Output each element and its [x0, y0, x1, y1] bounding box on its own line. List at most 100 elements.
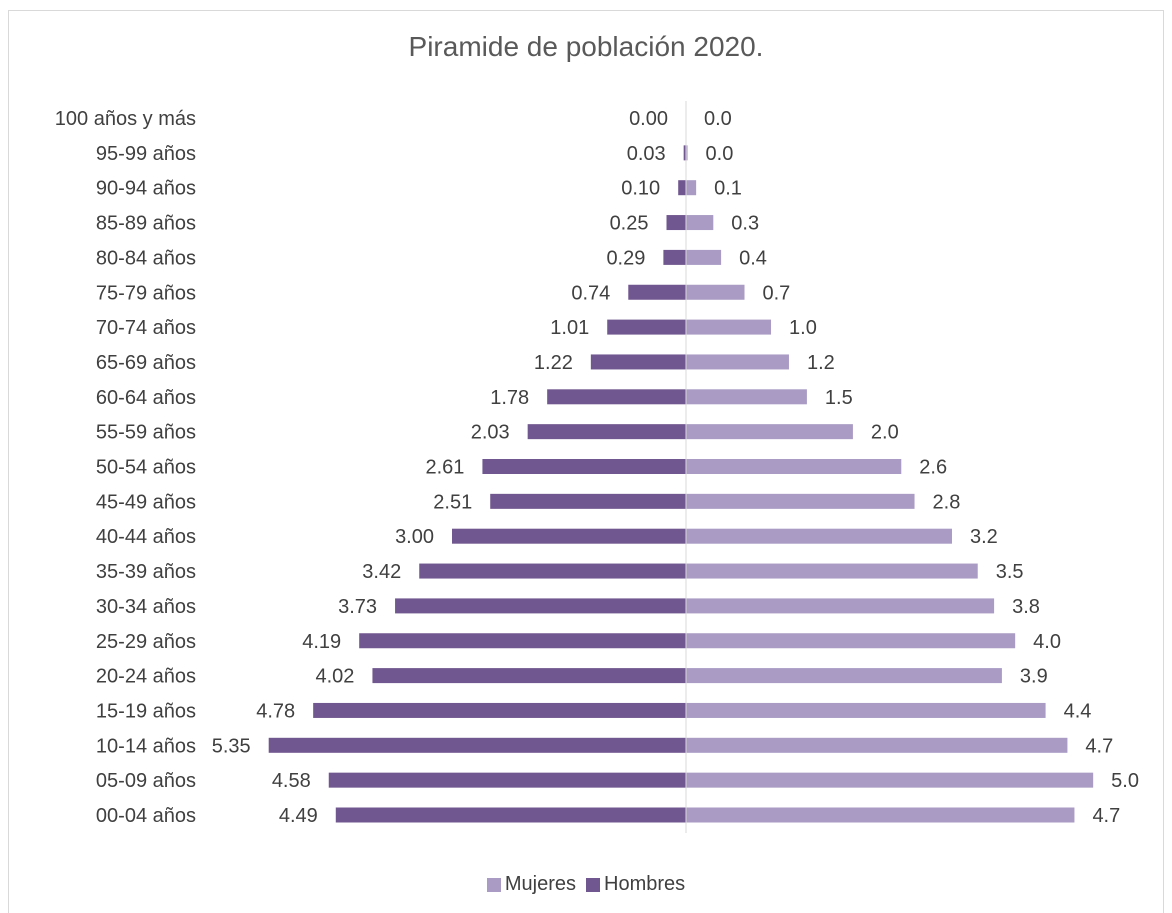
category-label: 45-49 años: [96, 491, 196, 513]
category-label: 65-69 años: [96, 352, 196, 374]
data-label-mujeres: 2.6: [919, 457, 947, 479]
bar-mujeres: [686, 284, 745, 300]
bar-mujeres: [686, 249, 722, 265]
bar-mujeres: [686, 633, 1016, 649]
category-label: 60-64 años: [96, 387, 196, 409]
category-label: 15-19 años: [96, 700, 196, 722]
data-label-mujeres: 3.5: [996, 561, 1024, 583]
bar-hombres: [268, 737, 686, 753]
data-label-hombres: 0.03: [627, 143, 666, 165]
bar-mujeres: [686, 668, 1002, 684]
data-label-hombres: 1.78: [490, 387, 529, 409]
bar-mujeres: [686, 772, 1094, 788]
data-label-mujeres: 0.0: [706, 143, 734, 165]
data-label-hombres: 4.19: [302, 631, 341, 653]
bar-hombres: [490, 493, 686, 509]
bar-mujeres: [686, 702, 1046, 718]
legend-swatch-hombres: [586, 877, 600, 892]
data-label-mujeres: 0.7: [763, 282, 791, 304]
data-label-hombres: 2.51: [433, 491, 472, 513]
bar-hombres: [678, 180, 686, 196]
data-label-mujeres: 0.4: [739, 247, 767, 269]
bar-hombres: [683, 145, 686, 161]
legend-label-mujeres: Mujeres: [504, 873, 576, 895]
bar-hombres: [482, 459, 686, 474]
bar-mujeres: [686, 528, 952, 544]
bar-mujeres: [686, 807, 1075, 823]
data-label-mujeres: 4.7: [1092, 805, 1120, 827]
data-label-mujeres: 3.9: [1020, 666, 1048, 688]
data-label-mujeres: 0.3: [731, 213, 759, 235]
category-label: 10-14 años: [96, 735, 196, 757]
bar-mujeres: [686, 493, 915, 509]
bar-hombres: [313, 702, 686, 718]
category-label: 35-39 años: [96, 561, 196, 583]
category-label: 55-59 años: [96, 422, 196, 444]
category-label: 75-79 años: [96, 282, 196, 304]
bar-hombres: [335, 807, 686, 823]
chart-legend: Mujeres Hombres: [0, 873, 1172, 896]
category-label: 00-04 años: [96, 805, 196, 827]
data-label-hombres: 2.61: [425, 457, 464, 479]
bar-hombres: [590, 354, 686, 370]
bar-hombres: [527, 424, 686, 440]
data-label-hombres: 4.02: [316, 666, 355, 688]
data-label-hombres: 2.03: [471, 422, 510, 444]
category-label: 50-54 años: [96, 457, 196, 479]
data-label-hombres: 0.10: [621, 178, 660, 200]
data-label-mujeres: 2.0: [871, 422, 899, 444]
category-label: 90-94 años: [96, 178, 196, 200]
bar-hombres: [547, 389, 686, 405]
category-label: 25-29 años: [96, 631, 196, 653]
bar-hombres: [359, 633, 686, 649]
data-label-hombres: 0.74: [571, 282, 610, 304]
category-label: 100 años y más: [55, 108, 196, 130]
bar-mujeres: [686, 389, 807, 405]
legend-swatch-mujeres: [486, 877, 501, 892]
legend-label-hombres: Hombres: [604, 873, 686, 895]
category-label: 80-84 años: [96, 247, 196, 269]
data-label-mujeres: 0.0: [704, 108, 732, 130]
category-label: 70-74 años: [96, 317, 196, 339]
data-label-hombres: 1.22: [534, 352, 573, 374]
data-label-hombres: 4.49: [279, 805, 318, 827]
data-label-hombres: 4.58: [272, 770, 311, 792]
data-label-hombres: 0.29: [606, 247, 645, 269]
bar-mujeres: [686, 737, 1068, 753]
data-label-mujeres: 1.2: [807, 352, 835, 374]
data-label-hombres: 3.42: [362, 561, 401, 583]
category-label: 85-89 años: [96, 213, 196, 235]
data-label-hombres: 5.35: [212, 735, 251, 757]
data-label-mujeres: 3.8: [1012, 596, 1040, 618]
category-label: 20-24 años: [96, 666, 196, 688]
data-label-hombres: 0.25: [610, 213, 649, 235]
bar-hombres: [663, 249, 686, 265]
data-label-mujeres: 4.7: [1085, 735, 1113, 757]
bar-mujeres: [686, 180, 697, 196]
data-label-mujeres: 3.2: [970, 526, 998, 548]
legend-item-mujeres: Mujeres: [486, 873, 576, 896]
legend-item-hombres: Hombres: [586, 873, 685, 896]
bar-hombres: [419, 563, 686, 579]
bar-mujeres: [686, 319, 772, 335]
bar-hombres: [666, 215, 686, 231]
data-label-mujeres: 0.1: [714, 178, 742, 200]
bar-mujeres: [686, 598, 995, 614]
data-label-mujeres: 2.8: [933, 491, 961, 513]
bar-mujeres: [686, 424, 853, 440]
data-label-mujeres: 4.0: [1033, 631, 1061, 653]
category-label: 95-99 años: [96, 143, 196, 165]
chart-title: Piramide de población 2020.: [408, 31, 764, 62]
data-label-mujeres: 4.4: [1064, 700, 1092, 722]
data-label-hombres: 4.78: [256, 700, 295, 722]
data-label-mujeres: 1.5: [825, 387, 853, 409]
bar-hombres: [607, 319, 686, 335]
category-label: 30-34 años: [96, 596, 196, 618]
bar-mujeres: [686, 145, 688, 161]
data-label-hombres: 3.73: [338, 596, 377, 618]
bar-mujeres: [686, 215, 714, 231]
data-label-hombres: 0.00: [629, 108, 668, 130]
bar-mujeres: [686, 354, 789, 370]
bar-hombres: [372, 668, 686, 684]
